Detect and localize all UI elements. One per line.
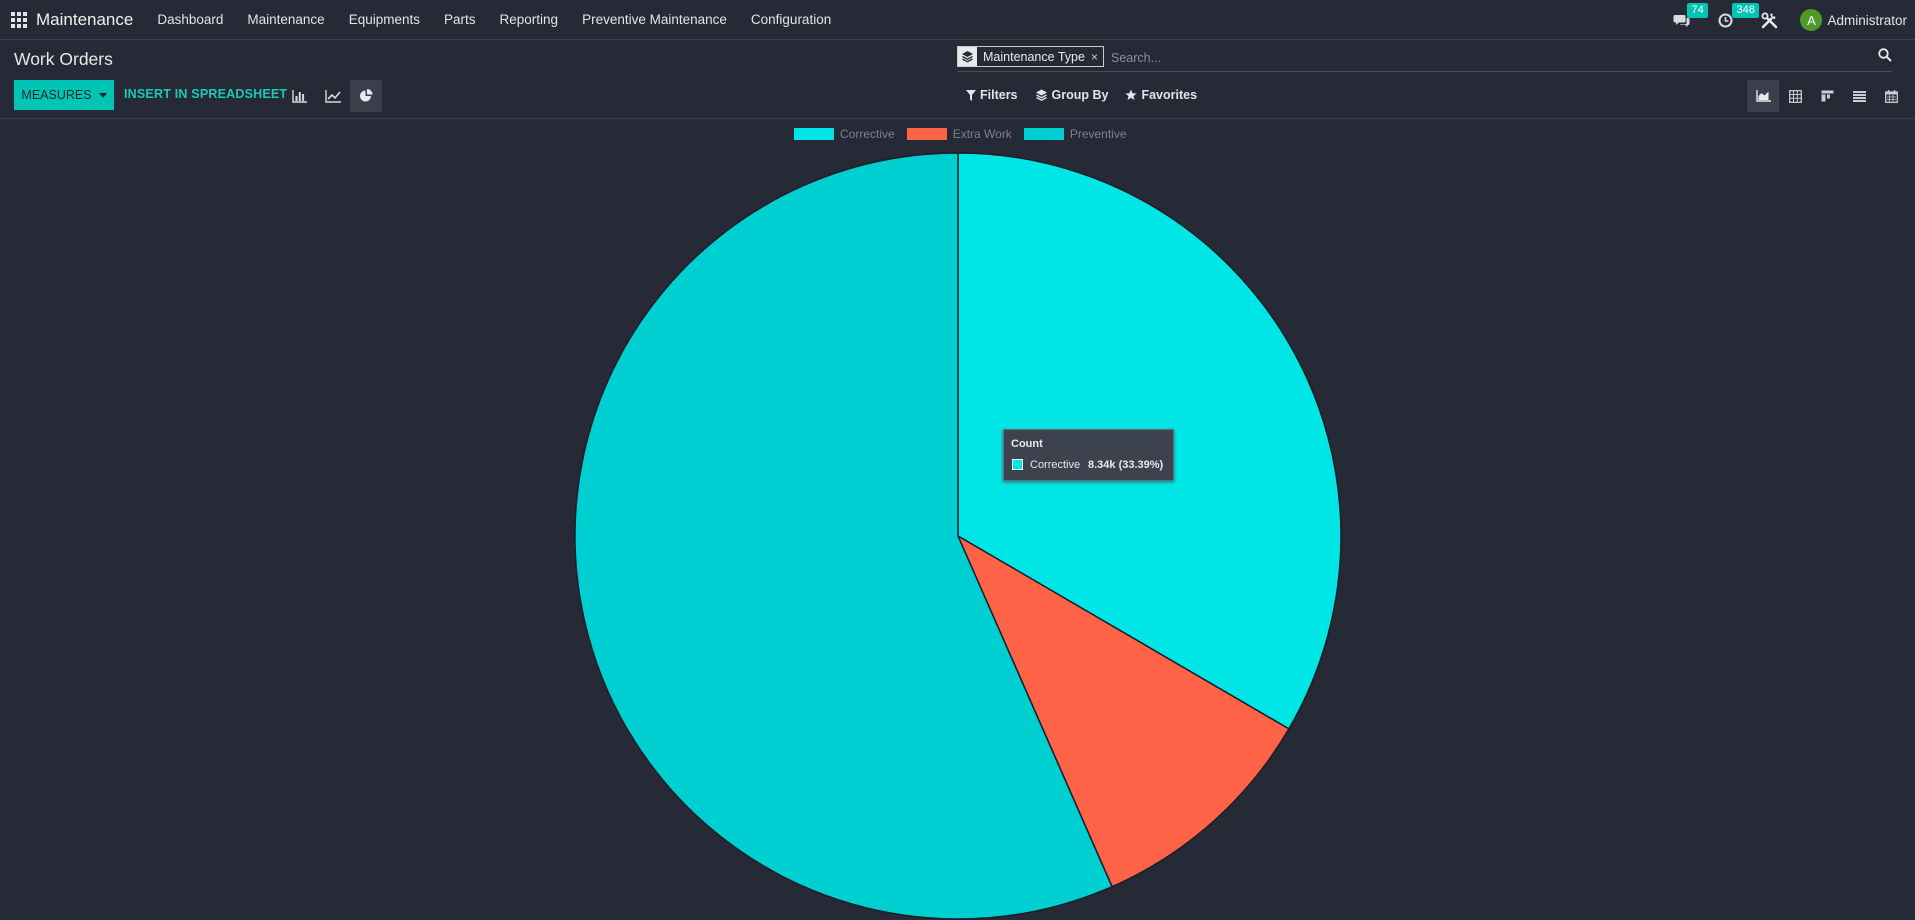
calendar-view-icon bbox=[1884, 89, 1898, 103]
search-facet[interactable]: Maintenance Type × bbox=[957, 46, 1104, 67]
calendar-view-button[interactable] bbox=[1875, 80, 1907, 112]
layers-icon bbox=[958, 47, 977, 66]
line-chart-icon bbox=[325, 89, 341, 103]
legend-item-corrective[interactable]: Corrective bbox=[794, 127, 895, 141]
top-navbar: Maintenance Dashboard Maintenance Equipm… bbox=[0, 0, 1915, 40]
list-view-icon bbox=[1852, 90, 1866, 102]
search-bar: Maintenance Type × bbox=[957, 46, 1892, 72]
legend-swatch bbox=[1023, 128, 1064, 140]
graph-view-button[interactable] bbox=[1747, 80, 1779, 112]
clock-icon bbox=[1718, 13, 1733, 27]
avatar[interactable]: A bbox=[1800, 9, 1823, 31]
legend-label: Extra Work bbox=[952, 127, 1012, 141]
group-by-label: Group By bbox=[1051, 88, 1109, 102]
menu-equipments[interactable]: Equipments bbox=[348, 12, 420, 27]
star-icon bbox=[1125, 89, 1138, 100]
filters-toggle[interactable]: Filters bbox=[966, 88, 1018, 102]
graph-view-icon bbox=[1755, 90, 1771, 102]
group-by-toggle[interactable]: Group By bbox=[1035, 88, 1109, 102]
menu-maintenance[interactable]: Maintenance bbox=[247, 12, 325, 27]
tools-icon bbox=[1761, 12, 1778, 28]
pivot-view-icon bbox=[1788, 89, 1802, 103]
layers-icon bbox=[1035, 89, 1047, 101]
legend-label: Preventive bbox=[1069, 127, 1127, 141]
search-icon[interactable] bbox=[1878, 48, 1892, 62]
page-title: Work Orders bbox=[14, 49, 113, 69]
measures-button[interactable]: MEASURES bbox=[14, 80, 114, 110]
tooltip-swatch bbox=[1012, 459, 1023, 470]
activities-count-badge: 348 bbox=[1732, 2, 1759, 18]
legend-item-preventive[interactable]: Preventive bbox=[1023, 127, 1127, 141]
view-switcher bbox=[1747, 80, 1907, 112]
facet-label: Maintenance Type bbox=[983, 49, 1085, 64]
favorites-toggle[interactable]: Favorites bbox=[1125, 88, 1197, 102]
pie-chart-button[interactable] bbox=[350, 80, 382, 112]
menu-dashboard[interactable]: Dashboard bbox=[157, 12, 224, 27]
search-panel-toggles: Filters Group By Favorites bbox=[966, 88, 1214, 102]
caret-down-icon bbox=[98, 92, 107, 98]
remove-facet-icon[interactable]: × bbox=[1090, 49, 1098, 64]
user-menu[interactable]: Administrator bbox=[1827, 12, 1907, 28]
chart-legend: Corrective Extra Work Preventive bbox=[794, 127, 1139, 141]
filters-label: Filters bbox=[980, 88, 1018, 102]
tooltip-value: 8.34k (33.39%) bbox=[1088, 459, 1164, 471]
legend-item-extra-work[interactable]: Extra Work bbox=[906, 127, 1012, 141]
search-input[interactable] bbox=[1109, 48, 1713, 68]
kanban-view-icon bbox=[1821, 90, 1833, 102]
debug-tools-button[interactable] bbox=[1761, 12, 1778, 29]
chat-icon bbox=[1673, 14, 1690, 27]
favorites-label: Favorites bbox=[1141, 88, 1198, 102]
apps-menu-icon[interactable] bbox=[10, 11, 28, 29]
line-chart-button[interactable] bbox=[317, 80, 349, 112]
legend-swatch bbox=[906, 128, 947, 140]
activities-button[interactable]: 348 bbox=[1718, 2, 1759, 28]
tooltip-label: Corrective bbox=[1030, 459, 1081, 471]
menu-configuration[interactable]: Configuration bbox=[750, 12, 832, 27]
bar-chart-icon bbox=[291, 89, 307, 103]
control-panel: Work Orders MEASURES INSERT IN SPREADSHE… bbox=[0, 40, 1915, 119]
kanban-view-button[interactable] bbox=[1811, 80, 1843, 112]
bar-chart-button[interactable] bbox=[283, 80, 315, 112]
menu-preventive-maintenance[interactable]: Preventive Maintenance bbox=[582, 12, 727, 27]
insert-in-spreadsheet-button[interactable]: INSERT IN SPREADSHEET bbox=[124, 87, 288, 101]
filter-icon bbox=[966, 89, 976, 101]
list-view-button[interactable] bbox=[1843, 80, 1875, 112]
menu-reporting[interactable]: Reporting bbox=[499, 12, 559, 27]
legend-swatch bbox=[794, 128, 834, 140]
measures-label: MEASURES bbox=[21, 88, 92, 102]
messages-count-badge: 74 bbox=[1687, 2, 1708, 18]
tooltip-title: Count bbox=[1011, 438, 1043, 450]
messages-button[interactable]: 74 bbox=[1673, 2, 1708, 28]
menu-parts[interactable]: Parts bbox=[444, 12, 476, 27]
pie-slice-preventive[interactable] bbox=[574, 152, 1114, 920]
pivot-view-button[interactable] bbox=[1779, 80, 1811, 112]
pie-chart-icon bbox=[360, 89, 373, 102]
pie-slice-extra-work[interactable] bbox=[956, 534, 1290, 888]
chart-tooltip: Count Corrective 8.34k (33.39%) bbox=[1003, 429, 1174, 481]
navbar-systray: 74 348 A Administrator bbox=[1673, 0, 1915, 40]
legend-label: Corrective bbox=[840, 127, 895, 141]
app-brand[interactable]: Maintenance bbox=[36, 9, 134, 29]
